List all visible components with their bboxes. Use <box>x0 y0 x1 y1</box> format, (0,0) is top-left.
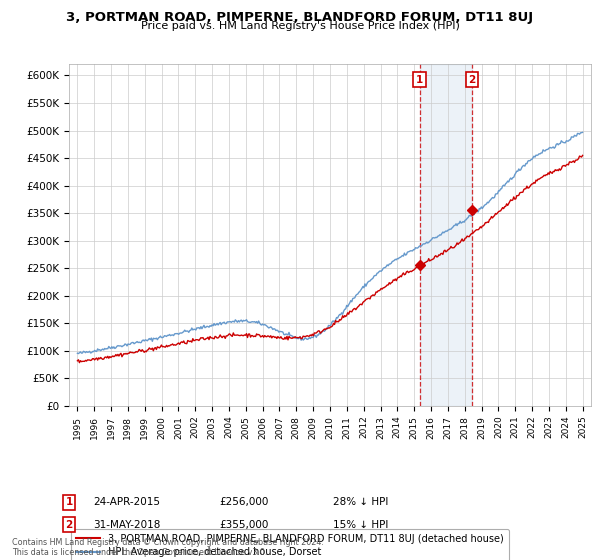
Text: 24-APR-2015: 24-APR-2015 <box>93 497 160 507</box>
Text: 1: 1 <box>416 75 423 85</box>
Text: 28% ↓ HPI: 28% ↓ HPI <box>333 497 388 507</box>
Text: Price paid vs. HM Land Registry's House Price Index (HPI): Price paid vs. HM Land Registry's House … <box>140 21 460 31</box>
Bar <box>419 64 472 406</box>
Text: 2: 2 <box>65 520 73 530</box>
Text: £355,000: £355,000 <box>219 520 268 530</box>
Text: 31-MAY-2018: 31-MAY-2018 <box>93 520 160 530</box>
Legend: 3, PORTMAN ROAD, PIMPERNE, BLANDFORD FORUM, DT11 8UJ (detached house), HPI: Aver: 3, PORTMAN ROAD, PIMPERNE, BLANDFORD FOR… <box>71 529 509 560</box>
Text: Contains HM Land Registry data © Crown copyright and database right 2024.
This d: Contains HM Land Registry data © Crown c… <box>12 538 324 557</box>
Text: 2: 2 <box>468 75 475 85</box>
Text: 1: 1 <box>65 497 73 507</box>
Text: 3, PORTMAN ROAD, PIMPERNE, BLANDFORD FORUM, DT11 8UJ: 3, PORTMAN ROAD, PIMPERNE, BLANDFORD FOR… <box>67 11 533 24</box>
Text: £256,000: £256,000 <box>219 497 268 507</box>
Text: 15% ↓ HPI: 15% ↓ HPI <box>333 520 388 530</box>
